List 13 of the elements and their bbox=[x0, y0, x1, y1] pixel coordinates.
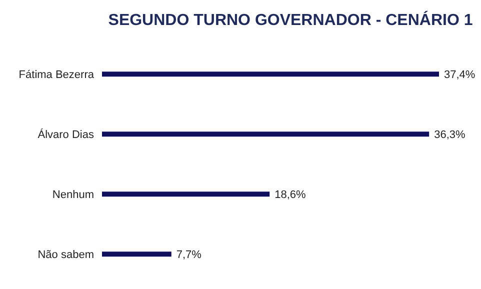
bar bbox=[102, 132, 430, 137]
data-label: 18,6% bbox=[274, 189, 306, 202]
chart-title: SEGUNDO TURNO GOVERNADOR - CENÁRIO 1 bbox=[107, 12, 474, 30]
y-tick-label: Álvaro Dias bbox=[38, 128, 94, 141]
bar bbox=[102, 72, 439, 77]
y-tick-label: Fátima Bezerra bbox=[18, 68, 95, 81]
bar bbox=[102, 192, 270, 197]
data-label: 36,3% bbox=[434, 129, 466, 142]
data-label: 37,4% bbox=[444, 69, 476, 82]
y-tick-label: Não sabem bbox=[38, 248, 94, 261]
data-label: 7,7% bbox=[176, 249, 202, 262]
bar bbox=[102, 252, 172, 257]
y-tick-label: Nenhum bbox=[52, 188, 94, 201]
